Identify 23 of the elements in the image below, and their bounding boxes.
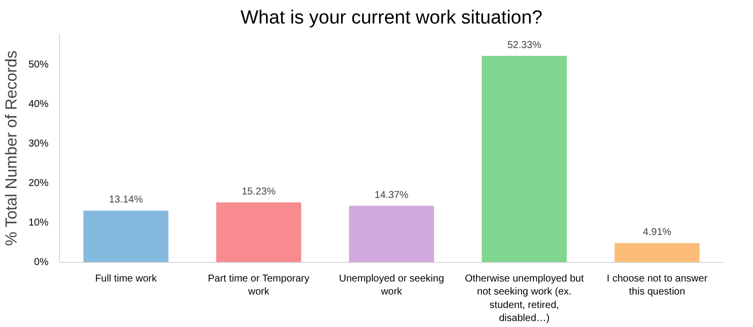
bar	[83, 210, 168, 262]
y-tick-label: 0%	[34, 257, 49, 268]
bar	[614, 243, 700, 262]
bar	[216, 202, 302, 262]
data-label: 52.33%	[507, 40, 542, 51]
bar	[482, 56, 567, 262]
data-label: 4.91%	[642, 227, 672, 238]
chart-title: What is your current work situation?	[240, 8, 543, 28]
x-tick-label: Unemployed or seeking work	[338, 274, 444, 298]
y-tick-label: 10%	[28, 218, 49, 229]
x-tick-label: Full time work	[95, 274, 158, 284]
y-tick-label: 20%	[28, 178, 49, 190]
y-tick-label: 30%	[28, 138, 49, 150]
data-label: 13.14%	[108, 194, 143, 206]
bar	[349, 206, 434, 262]
x-tick-label: I choose not to answer this question	[606, 274, 708, 298]
x-tick-label: Otherwise unemployed but not seeking work (ex. student, retired, disabled…)	[464, 274, 584, 324]
data-label: 14.37%	[374, 190, 409, 201]
y-tick-label: 50%	[28, 60, 49, 71]
y-axis-title: % Total Number of Records	[3, 50, 20, 246]
data-label: 15.23%	[242, 186, 276, 198]
y-tick-label: 40%	[28, 99, 49, 110]
x-tick-label: Part time or Temporary work	[208, 274, 310, 298]
